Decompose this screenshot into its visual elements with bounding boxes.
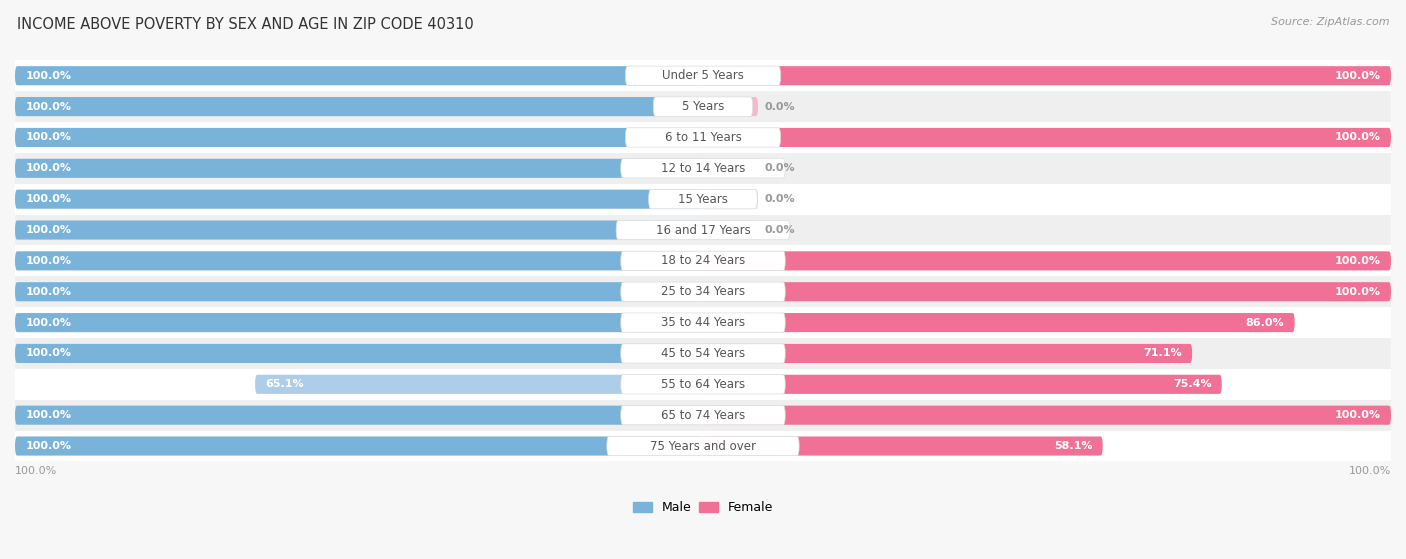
Text: 100.0%: 100.0%: [25, 287, 72, 297]
Text: 65 to 74 Years: 65 to 74 Years: [661, 409, 745, 421]
FancyBboxPatch shape: [703, 190, 758, 209]
Text: 100.0%: 100.0%: [1334, 132, 1381, 143]
FancyBboxPatch shape: [15, 190, 703, 209]
Bar: [15, 430, 1391, 462]
Text: 75.4%: 75.4%: [1173, 380, 1212, 389]
Text: 6 to 11 Years: 6 to 11 Years: [665, 131, 741, 144]
FancyBboxPatch shape: [703, 313, 1295, 332]
Bar: [15, 338, 1391, 369]
FancyBboxPatch shape: [15, 159, 703, 178]
FancyBboxPatch shape: [15, 437, 703, 456]
Text: 100.0%: 100.0%: [1334, 287, 1381, 297]
Text: 0.0%: 0.0%: [765, 102, 796, 112]
FancyBboxPatch shape: [626, 128, 780, 147]
Text: 0.0%: 0.0%: [765, 225, 796, 235]
FancyBboxPatch shape: [703, 344, 1192, 363]
FancyBboxPatch shape: [15, 406, 703, 425]
Text: 100.0%: 100.0%: [25, 348, 72, 358]
Bar: [15, 184, 1391, 215]
Text: 100.0%: 100.0%: [25, 225, 72, 235]
Text: Under 5 Years: Under 5 Years: [662, 69, 744, 82]
Bar: [15, 60, 1391, 91]
Text: Source: ZipAtlas.com: Source: ZipAtlas.com: [1271, 17, 1389, 27]
Text: 0.0%: 0.0%: [765, 163, 796, 173]
FancyBboxPatch shape: [15, 66, 703, 86]
Text: 16 and 17 Years: 16 and 17 Years: [655, 224, 751, 236]
FancyBboxPatch shape: [703, 159, 758, 178]
FancyBboxPatch shape: [703, 66, 1391, 86]
Text: 35 to 44 Years: 35 to 44 Years: [661, 316, 745, 329]
FancyBboxPatch shape: [621, 405, 785, 425]
FancyBboxPatch shape: [621, 313, 785, 332]
Text: 100.0%: 100.0%: [25, 410, 72, 420]
Bar: [15, 245, 1391, 276]
FancyBboxPatch shape: [621, 282, 785, 301]
Text: 100.0%: 100.0%: [1334, 256, 1381, 266]
FancyBboxPatch shape: [703, 128, 1391, 147]
FancyBboxPatch shape: [15, 97, 703, 116]
Text: INCOME ABOVE POVERTY BY SEX AND AGE IN ZIP CODE 40310: INCOME ABOVE POVERTY BY SEX AND AGE IN Z…: [17, 17, 474, 32]
FancyBboxPatch shape: [621, 251, 785, 271]
Text: 15 Years: 15 Years: [678, 193, 728, 206]
Text: 12 to 14 Years: 12 to 14 Years: [661, 162, 745, 175]
Text: 71.1%: 71.1%: [1143, 348, 1182, 358]
FancyBboxPatch shape: [703, 406, 1391, 425]
FancyBboxPatch shape: [621, 344, 785, 363]
Text: 100.0%: 100.0%: [1348, 466, 1391, 476]
FancyBboxPatch shape: [15, 252, 703, 271]
FancyBboxPatch shape: [703, 375, 1222, 394]
FancyBboxPatch shape: [15, 128, 703, 147]
Legend: Male, Female: Male, Female: [628, 496, 778, 519]
Text: 100.0%: 100.0%: [25, 71, 72, 80]
Text: 75 Years and over: 75 Years and over: [650, 439, 756, 453]
FancyBboxPatch shape: [621, 159, 785, 178]
FancyBboxPatch shape: [648, 190, 758, 209]
FancyBboxPatch shape: [616, 220, 790, 240]
Text: 5 Years: 5 Years: [682, 100, 724, 113]
Text: 45 to 54 Years: 45 to 54 Years: [661, 347, 745, 360]
Text: 18 to 24 Years: 18 to 24 Years: [661, 254, 745, 267]
Text: 100.0%: 100.0%: [25, 163, 72, 173]
Text: 65.1%: 65.1%: [266, 380, 304, 389]
FancyBboxPatch shape: [15, 282, 703, 301]
FancyBboxPatch shape: [703, 282, 1391, 301]
Text: 100.0%: 100.0%: [25, 318, 72, 328]
Bar: [15, 122, 1391, 153]
Text: 86.0%: 86.0%: [1246, 318, 1284, 328]
Text: 100.0%: 100.0%: [25, 194, 72, 204]
FancyBboxPatch shape: [15, 313, 703, 332]
FancyBboxPatch shape: [607, 437, 799, 456]
Bar: [15, 369, 1391, 400]
Bar: [15, 215, 1391, 245]
Text: 25 to 34 Years: 25 to 34 Years: [661, 285, 745, 299]
FancyBboxPatch shape: [703, 97, 758, 116]
Bar: [15, 153, 1391, 184]
Bar: [15, 91, 1391, 122]
Text: 100.0%: 100.0%: [25, 256, 72, 266]
FancyBboxPatch shape: [703, 220, 758, 240]
Text: 0.0%: 0.0%: [765, 194, 796, 204]
FancyBboxPatch shape: [254, 375, 703, 394]
Text: 58.1%: 58.1%: [1054, 441, 1092, 451]
FancyBboxPatch shape: [15, 344, 703, 363]
FancyBboxPatch shape: [626, 66, 780, 86]
Text: 100.0%: 100.0%: [25, 132, 72, 143]
FancyBboxPatch shape: [703, 437, 1102, 456]
Text: 100.0%: 100.0%: [15, 466, 58, 476]
Text: 100.0%: 100.0%: [1334, 410, 1381, 420]
Bar: [15, 276, 1391, 307]
Text: 100.0%: 100.0%: [25, 441, 72, 451]
FancyBboxPatch shape: [654, 97, 752, 116]
FancyBboxPatch shape: [703, 252, 1391, 271]
Text: 100.0%: 100.0%: [1334, 71, 1381, 80]
Text: 55 to 64 Years: 55 to 64 Years: [661, 378, 745, 391]
FancyBboxPatch shape: [621, 375, 785, 394]
FancyBboxPatch shape: [15, 220, 703, 240]
Bar: [15, 400, 1391, 430]
Text: 100.0%: 100.0%: [25, 102, 72, 112]
Bar: [15, 307, 1391, 338]
